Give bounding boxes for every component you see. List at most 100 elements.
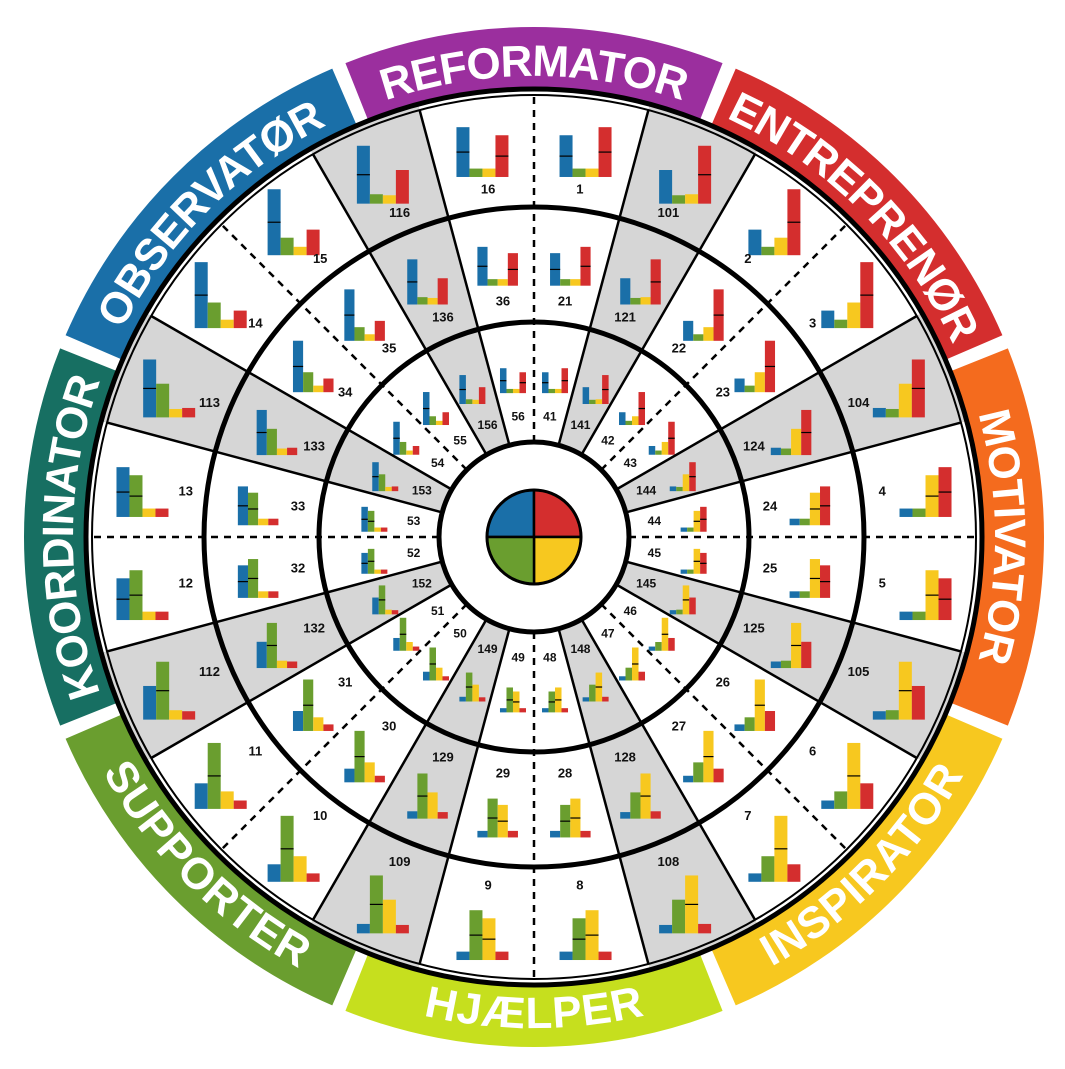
profile-cell — [326, 561, 452, 645]
sector-divider — [220, 603, 468, 851]
mini-bar — [780, 448, 792, 456]
mini-bar — [406, 450, 413, 455]
mini-bar — [385, 486, 392, 492]
cell-number: 1 — [576, 181, 583, 196]
cell-number: 7 — [744, 808, 751, 823]
cell-number: 145 — [636, 576, 656, 590]
mini-bar-chart — [267, 189, 320, 256]
mini-bar — [258, 518, 269, 526]
mini-bar-chart — [292, 340, 334, 393]
mini-bar-chart — [619, 392, 646, 426]
mini-bar — [734, 378, 745, 393]
mini-bar — [233, 310, 247, 329]
mini-bar — [655, 642, 662, 651]
mini-bar — [625, 667, 633, 681]
cell-number: 11 — [248, 743, 262, 758]
mini-bar — [560, 279, 571, 286]
cell-number: 23 — [716, 385, 730, 400]
mini-bar-chart — [499, 687, 526, 713]
mini-bar-chart — [344, 730, 385, 783]
mini-bar — [761, 856, 775, 882]
profile-cell — [601, 584, 721, 690]
mini-bar — [625, 420, 633, 426]
mini-bar — [507, 830, 518, 838]
mini-bar — [619, 676, 626, 681]
mini-bar-chart — [620, 259, 661, 305]
profile-cell — [101, 313, 249, 452]
sector-divider — [220, 223, 468, 471]
mini-bar — [698, 923, 712, 934]
mini-bar — [465, 399, 473, 405]
mini-bar-chart — [143, 661, 196, 720]
mini-bar — [847, 302, 861, 329]
mini-bar — [595, 399, 603, 405]
profile-cell — [534, 89, 650, 219]
mini-bar-chart — [542, 368, 569, 394]
cell-number: 2 — [744, 251, 751, 266]
mini-bar-chart — [477, 246, 518, 286]
mini-bar — [680, 569, 688, 574]
mini-bar-chart — [477, 798, 518, 838]
cell-number: 141 — [570, 418, 590, 432]
profile-cell — [426, 329, 510, 455]
profile-cell — [478, 628, 534, 752]
mini-bar — [860, 783, 874, 809]
mini-bar — [506, 388, 513, 394]
cell-number: 36 — [496, 294, 510, 309]
mini-bar — [821, 310, 835, 329]
mini-bar — [143, 685, 157, 720]
mini-bar-chart — [789, 559, 831, 598]
cell-number: 47 — [601, 626, 615, 640]
mini-bar — [399, 441, 407, 455]
cell-number: 21 — [558, 294, 572, 309]
profile-cell — [741, 451, 864, 537]
profile-cell — [819, 622, 967, 761]
mini-bar — [417, 297, 428, 305]
mini-bar-chart — [237, 486, 279, 526]
mini-bar — [380, 527, 388, 532]
mini-bar — [630, 297, 641, 305]
mini-bar — [268, 591, 279, 598]
profile-cell — [616, 429, 742, 513]
mini-bar-chart — [821, 262, 874, 329]
mini-bar-chart — [683, 730, 724, 783]
mini-bar — [395, 170, 409, 204]
mini-bar — [472, 684, 479, 702]
mini-bar — [683, 320, 694, 341]
mini-bar — [478, 697, 486, 702]
mini-bar — [672, 195, 686, 204]
cell-number: 144 — [636, 484, 656, 498]
mini-bar — [374, 775, 385, 783]
mini-bar — [344, 768, 355, 783]
mini-bar — [669, 610, 677, 615]
mini-bar — [469, 168, 483, 177]
profile-cell — [581, 350, 687, 470]
mini-bar — [412, 646, 420, 651]
profile-cell — [448, 207, 534, 330]
mini-bar — [602, 696, 609, 702]
mini-bar — [182, 711, 196, 720]
mini-bar — [456, 951, 470, 961]
profile-cell — [300, 251, 427, 385]
mini-bar — [364, 762, 375, 783]
mini-bar — [780, 660, 792, 669]
mini-bar — [912, 611, 926, 621]
mini-bar — [559, 951, 573, 961]
mini-bar — [169, 710, 183, 720]
mini-bar — [744, 385, 755, 393]
mini-bar — [620, 278, 631, 305]
mini-bar — [585, 168, 599, 177]
mini-bar-chart — [620, 773, 661, 819]
mini-bar-chart — [143, 359, 196, 418]
mini-bar — [713, 768, 724, 783]
cell-number: 16 — [481, 181, 495, 196]
mini-bar — [655, 450, 662, 455]
mini-bar — [799, 591, 810, 598]
mini-bar — [313, 385, 324, 393]
mini-bar — [437, 278, 448, 305]
profile-cell — [852, 537, 982, 653]
cell-number: 56 — [511, 410, 525, 424]
cell-number: 34 — [338, 385, 353, 400]
sector-divider — [150, 314, 453, 491]
mini-bar — [303, 372, 314, 393]
